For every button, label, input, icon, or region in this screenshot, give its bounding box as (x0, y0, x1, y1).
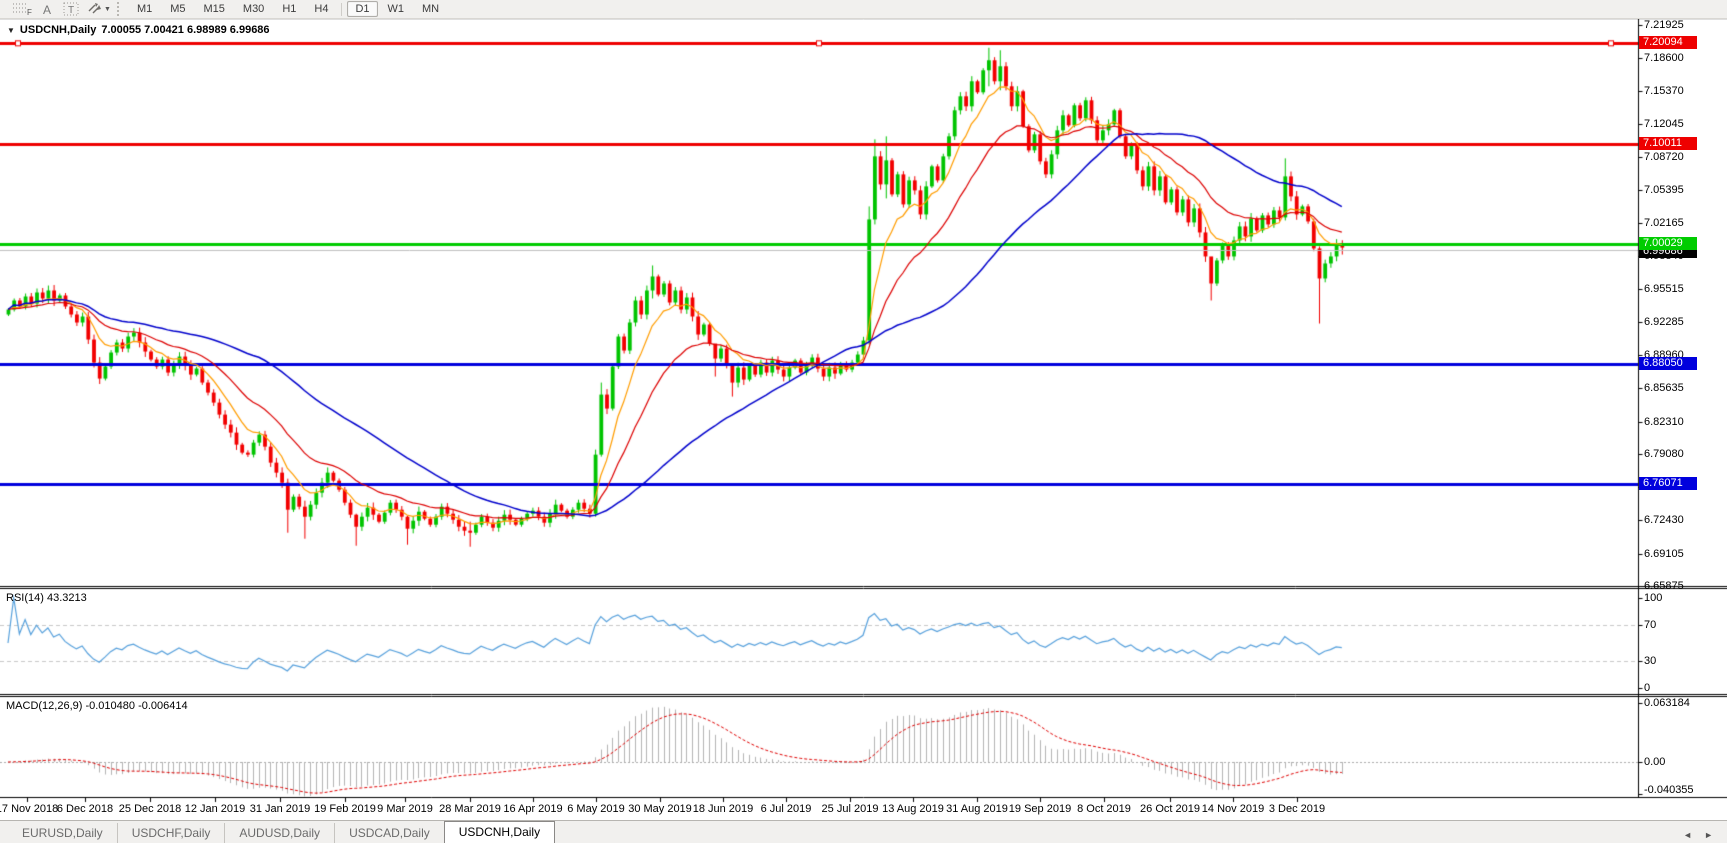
chart-tabbar: EURUSD,Daily USDCHF,Daily AUDUSD,Daily USDC… (0, 820, 1727, 843)
date-label: 31 Aug 2019 (946, 803, 1008, 815)
date-label: 16 Apr 2019 (503, 803, 563, 815)
timeframe-button-m15[interactable]: M15 (203, 3, 225, 15)
date-label: 13 Aug 2019 (882, 803, 944, 815)
timeframe-group: M1 M5 M15 M30 H1 H4 D1 W1 MN (128, 1, 448, 17)
date-label: 12 Jan 2019 (184, 803, 246, 815)
price-tick-label: 7.21925 (1644, 19, 1684, 31)
tab-scroll-right-icon[interactable]: ► (1704, 830, 1713, 840)
price-tick-label: 7.12045 (1644, 117, 1684, 130)
timeframe-button-h1[interactable]: H1 (282, 3, 297, 15)
tab-usdcnh[interactable]: USDCNH,Daily (443, 821, 556, 843)
macd-tick-label: 0.063184 (1644, 697, 1690, 709)
price-tick-label: 6.85635 (1644, 382, 1684, 395)
toolbar: F A T ▼ M1 M5 M15 M30 H1 H4 D1 W1 MN (0, 0, 1727, 19)
text-a-icon[interactable]: A (38, 1, 58, 17)
date-label: 6 May 2019 (567, 803, 625, 815)
chevron-down-icon[interactable]: ▼ (104, 5, 111, 13)
rsi-tick-label: 0 (1644, 682, 1651, 694)
date-label: 31 Jan 2019 (249, 803, 311, 815)
date-label: 25 Dec 2018 (118, 803, 182, 815)
price-tick-label: 6.65875 (1644, 580, 1684, 592)
date-label: 6 Dec 2018 (56, 803, 114, 815)
symbol-dropdown-icon[interactable]: ▼ (7, 25, 15, 35)
hline-price-badge: 6.88050 (1639, 357, 1697, 371)
ohlc-values: 7.00055 7.00421 6.98989 6.99686 (101, 24, 270, 36)
chart-title: ▼ USDCNH,Daily 7.00055 7.00421 6.98989 6… (7, 24, 270, 36)
price-tick-label: 7.08720 (1644, 151, 1684, 164)
rsi-tick-label: 70 (1644, 619, 1657, 631)
price-tick-label: 6.92285 (1644, 315, 1684, 328)
price-tick-label: 7.18600 (1644, 52, 1684, 65)
date-label: 28 Mar 2019 (439, 803, 501, 815)
rsi-label: RSI(14) 43.3213 (6, 592, 87, 604)
date-label: 19 Feb 2019 (314, 803, 376, 815)
date-label: 8 Oct 2019 (1077, 803, 1131, 815)
date-label: 18 Jun 2019 (692, 803, 754, 815)
price-tick-label: 6.72430 (1644, 514, 1684, 527)
timeframe-button-h4[interactable]: H4 (314, 3, 329, 15)
timeframe-button-w1[interactable]: W1 (387, 3, 405, 15)
indicator-f-icon[interactable]: F (12, 1, 34, 17)
timeframe-button-m1[interactable]: M1 (136, 3, 153, 15)
price-tick-label: 6.79080 (1644, 447, 1684, 460)
date-label: 25 Jul 2019 (821, 803, 879, 815)
svg-text:A: A (43, 3, 51, 16)
timeframe-button-m5[interactable]: M5 (170, 3, 186, 15)
tab-usdcad[interactable]: USDCAD,Daily (334, 823, 444, 843)
text-t-icon[interactable]: T (62, 1, 82, 17)
date-label: 6 Jul 2019 (760, 803, 812, 815)
rsi-tick-label: 30 (1644, 655, 1657, 667)
price-tick-label: 6.69105 (1644, 547, 1684, 560)
timeframe-button-d1[interactable]: D1 (347, 1, 378, 17)
date-label: 14 Nov 2019 (1201, 803, 1265, 815)
price-tick-label: 6.82310 (1644, 415, 1684, 428)
price-tick-label: 7.02165 (1644, 216, 1684, 229)
price-tick-label: 7.05395 (1644, 184, 1684, 197)
macd-tick-label: 0.00 (1644, 756, 1666, 768)
timeframe-button-m30[interactable]: M30 (242, 3, 265, 15)
hline-price-badge: 7.20094 (1639, 36, 1697, 50)
svg-text:T: T (68, 5, 74, 16)
date-label: 30 May 2019 (628, 803, 692, 815)
timeframe-button-mn[interactable]: MN (422, 3, 440, 15)
hline-price-badge: 7.10011 (1639, 137, 1697, 151)
toolbar-gripper (116, 2, 124, 16)
tab-scroll-left-icon[interactable]: ◄ (1683, 830, 1693, 840)
price-tick-label: 6.95515 (1644, 283, 1684, 296)
tab-eurusd[interactable]: EURUSD,Daily (22, 826, 103, 840)
price-tick-label: 7.15370 (1644, 84, 1684, 97)
hline-price-badge: 6.76071 (1639, 476, 1697, 490)
date-label: 3 Dec 2019 (1268, 803, 1326, 815)
svg-text:F: F (27, 8, 32, 16)
date-label: 9 Mar 2019 (377, 803, 433, 815)
date-label: 17 Nov 2018 (0, 803, 59, 815)
tab-usdchf[interactable]: USDCHF,Daily (116, 823, 225, 843)
rsi-tick-label: 100 (1644, 592, 1663, 604)
date-label: 26 Oct 2019 (1140, 803, 1200, 815)
tab-audusd[interactable]: AUDUSD,Daily (224, 823, 334, 843)
symbol-name: USDCNH,Daily (19, 24, 97, 36)
hline-price-badge: 7.00029 (1639, 237, 1697, 251)
macd-label: MACD(12,26,9) -0.010480 -0.006414 (6, 700, 188, 712)
macd-tick-label: -0.040355 (1644, 784, 1694, 796)
date-label: 19 Sep 2019 (1008, 803, 1072, 815)
draw-arrows-icon[interactable]: ▼ (86, 1, 111, 17)
